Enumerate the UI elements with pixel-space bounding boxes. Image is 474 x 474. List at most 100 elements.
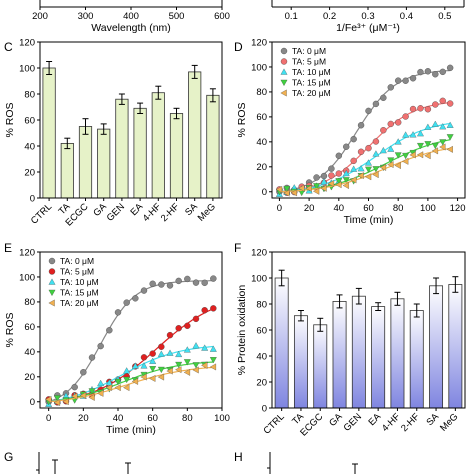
panel-e-xtick-label-4: 80 bbox=[182, 413, 193, 424]
panel-c-bar-2 bbox=[78, 126, 93, 199]
panel-e-point-1-17 bbox=[192, 315, 200, 323]
panel-d-point-4-8 bbox=[335, 181, 342, 189]
panel-e-point-0-4 bbox=[80, 369, 87, 376]
panel-e-point-0-6 bbox=[97, 342, 104, 350]
panel-d-point-0-18 bbox=[409, 75, 417, 82]
panel-d-point-1-23 bbox=[446, 100, 454, 107]
panel-e-point-0-14 bbox=[166, 282, 174, 289]
panel-d-point-4-3 bbox=[298, 184, 305, 192]
panel-d-point-4-20 bbox=[424, 152, 431, 160]
panel-d-point-2-14 bbox=[379, 146, 387, 154]
panel-d-point-1-20 bbox=[424, 106, 432, 113]
panel-d-ytick-label-0: 0 bbox=[262, 187, 267, 198]
panel-d-fit-line-3 bbox=[279, 139, 451, 193]
panel-e-point-2-7 bbox=[105, 379, 113, 386]
panel-e-point-4-2 bbox=[62, 398, 69, 406]
panel-e-legend-marker-1 bbox=[48, 268, 56, 275]
panel-e-point-1-18 bbox=[201, 307, 208, 314]
panel-e-point-2-15 bbox=[175, 350, 183, 358]
panel-d-point-1-16 bbox=[394, 119, 402, 126]
panel-e-legend-label-2: TA: 10 μM bbox=[60, 277, 99, 287]
panel-e-point-3-1 bbox=[53, 395, 61, 402]
panel-d-point-4-23 bbox=[446, 145, 453, 153]
panel-c-category-label-4: GEN bbox=[105, 201, 127, 223]
panel-e-point-1-13 bbox=[158, 343, 165, 350]
panel-d-point-4-0 bbox=[275, 185, 283, 193]
panel-e-point-2-12 bbox=[149, 357, 157, 364]
panel-d-point-1-12 bbox=[365, 144, 372, 152]
panel-e-point-4-15 bbox=[175, 366, 182, 374]
panel-d-point-3-22 bbox=[439, 139, 447, 146]
panel-d-xtick-label-0: 0 bbox=[277, 203, 282, 214]
panel-d-point-4-18 bbox=[409, 151, 416, 159]
panel-d-point-2-9 bbox=[342, 169, 350, 177]
panel-top-left-xtick-label-3: 500 bbox=[169, 11, 185, 22]
panel-d-ytick-label-3: 60 bbox=[256, 112, 267, 123]
panel-d-legend-marker-4 bbox=[280, 89, 287, 97]
panel-d-point-0-8 bbox=[335, 152, 343, 160]
panel-top-left-xtick-label-4: 600 bbox=[214, 11, 230, 22]
panel-d-xlabel: Time (min) bbox=[344, 214, 394, 226]
panel-d-point-4-16 bbox=[394, 162, 401, 170]
panel-e-point-1-11 bbox=[140, 354, 148, 361]
panel-top-left-xtick-label-1: 300 bbox=[78, 11, 94, 22]
panel-d-point-3-15 bbox=[387, 157, 395, 164]
panel-d-point-0-11 bbox=[357, 122, 365, 129]
panel-d-point-0-5 bbox=[313, 174, 320, 181]
panel-e-xtick-label-1: 20 bbox=[78, 413, 89, 424]
panel-d-point-0-17 bbox=[402, 77, 409, 84]
panel-e-point-3-8 bbox=[114, 378, 122, 386]
panel-c-ylabel: % ROS bbox=[4, 102, 16, 137]
panel-d-point-4-22 bbox=[439, 143, 446, 151]
panel-f-category-label-7: 2-HF bbox=[399, 411, 422, 434]
panel-d-legend-marker-2 bbox=[280, 68, 288, 75]
panel-e-point-4-10 bbox=[131, 377, 139, 385]
panel-top-right-xlabel: 1/Fe³⁺ (μM⁻¹) bbox=[336, 22, 400, 34]
panel-e-xtick-label-3: 60 bbox=[147, 413, 158, 424]
panel-d-point-4-15 bbox=[387, 161, 394, 169]
panel-d-point-3-21 bbox=[431, 142, 439, 150]
panel-e-point-2-10 bbox=[131, 362, 139, 369]
panel-f-ytick-label-1: 20 bbox=[256, 377, 267, 388]
panel-f-bar-2 bbox=[313, 324, 328, 409]
panel-e-legend-label-3: TA: 15 μM bbox=[60, 288, 99, 298]
panel-e-point-0-11 bbox=[140, 287, 148, 294]
panel-d-point-1-21 bbox=[432, 101, 439, 108]
panel-d-point-3-17 bbox=[402, 152, 410, 160]
panel-e-legend-label-1: TA: 5 μM bbox=[60, 267, 94, 277]
panel-top-right-xtick-label-0: 0.1 bbox=[285, 11, 298, 22]
panel-top-right-xtick-label-1: 0.2 bbox=[323, 11, 336, 22]
panel-d-point-0-16 bbox=[394, 77, 402, 84]
panel-f-category-label-6: 4-HF bbox=[380, 411, 403, 434]
panel-e-point-1-15 bbox=[175, 325, 182, 332]
panel-d-point-2-10 bbox=[350, 165, 358, 172]
panel-d-point-2-16 bbox=[394, 138, 402, 145]
panel-d-point-4-19 bbox=[416, 151, 424, 159]
panel-d-fit-line-1 bbox=[279, 102, 451, 193]
panel-label-g: G bbox=[4, 450, 13, 464]
panel-e-point-3-15 bbox=[175, 361, 183, 369]
panel-e-point-0-9 bbox=[123, 299, 130, 306]
panel-e-point-2-13 bbox=[157, 350, 165, 357]
panel-e-legend-marker-3 bbox=[48, 289, 56, 297]
panel-d-point-3-13 bbox=[372, 166, 380, 173]
panel-d-point-3-16 bbox=[394, 152, 402, 159]
panel-e-point-2-14 bbox=[166, 349, 174, 356]
panel-c-ytick-label-4: 80 bbox=[24, 89, 35, 100]
panel-d-point-4-4 bbox=[305, 184, 312, 192]
panel-c-frame bbox=[39, 41, 223, 199]
panel-e-ytick-label-5: 100 bbox=[19, 272, 35, 283]
panel-e-point-3-19 bbox=[209, 357, 217, 364]
panel-e-point-0-16 bbox=[184, 275, 191, 283]
panel-d-point-0-12 bbox=[365, 107, 372, 115]
panel-e-point-4-13 bbox=[157, 373, 165, 381]
panel-label-f: F bbox=[234, 241, 241, 255]
panel-e-point-4-16 bbox=[183, 368, 191, 376]
panel-e-point-3-12 bbox=[149, 366, 157, 373]
panel-f-bar-9 bbox=[448, 284, 463, 409]
bottom-cropped-panels bbox=[36, 452, 358, 474]
panel-d-point-2-21 bbox=[431, 120, 439, 127]
panel-f-category-label-9: MeG bbox=[438, 411, 460, 433]
panel-top-left-xlabel: Wavelength (nm) bbox=[91, 22, 171, 34]
panel-d-point-1-8 bbox=[335, 170, 343, 177]
